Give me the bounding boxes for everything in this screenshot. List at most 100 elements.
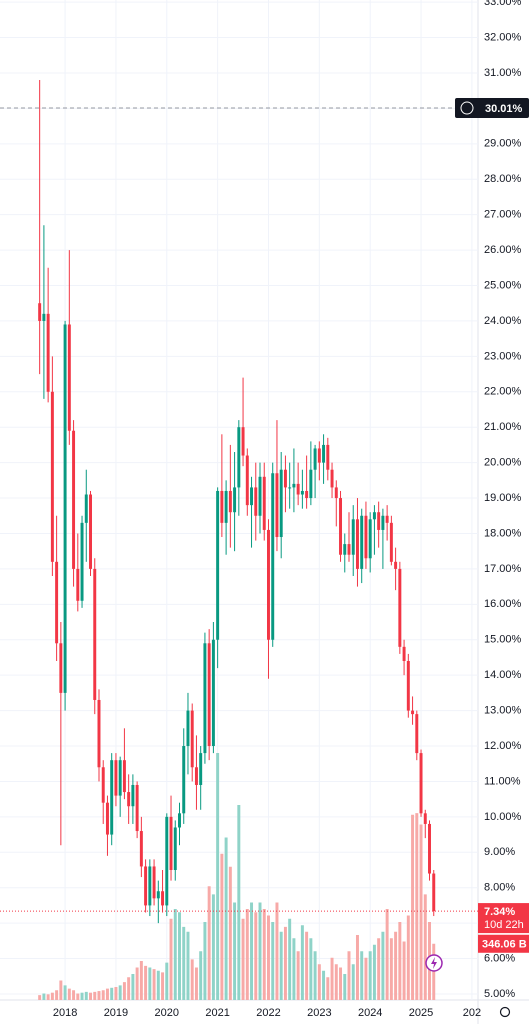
y-tick-label: 26.00% [484,244,522,256]
volume-bar [161,972,165,1000]
candle-body [135,784,139,832]
volume-bar [330,957,334,1000]
y-tick-label: 12.00% [484,740,522,752]
volume-bar [131,974,135,1000]
y-tick-label: 25.00% [484,279,522,291]
candle-layer [38,80,436,924]
candle-body [237,427,241,488]
candle-body [84,494,88,523]
y-tick-label: 33.00% [484,0,522,8]
volume-bar [67,988,71,1000]
candle-body [313,448,317,470]
volume-bar [156,970,160,1000]
candle-body [165,816,169,906]
volume-label: 346.06 B [482,939,527,951]
volume-bar [415,813,419,1000]
volume-bar [89,992,92,1000]
candle-body [220,490,224,523]
candle-body [250,487,254,506]
candle-body [199,753,203,785]
volume-bar [326,977,330,1000]
y-tick-label: 8.00% [484,882,515,894]
volume-bar [76,993,80,1000]
candle-body [97,699,101,768]
candle-body [377,512,381,530]
y-tick-label: 10.00% [484,811,522,823]
volume-bar [394,931,398,1000]
settings-icon[interactable] [499,1006,511,1018]
volume-bar [339,967,343,1000]
candle-body [296,483,300,495]
volume-bar [313,951,317,1000]
candle-body [419,753,423,814]
volume-bar [105,988,109,1000]
volume-bar [46,994,50,1000]
y-tick-label: 32.00% [484,31,522,43]
volume-bar [377,938,381,1000]
volume-bar [194,967,198,1000]
candle-body [152,866,156,899]
candle-body [406,660,410,711]
volume-bar [122,982,126,1000]
candle-body [360,515,364,569]
volume-bar [144,965,148,1000]
candle-body [326,444,330,470]
x-tick-label: 2024 [358,1007,382,1019]
volume-bar [173,909,177,1000]
volume-bar [300,925,304,1000]
x-tick-label: 2022 [256,1007,280,1019]
volume-bar [216,753,220,1000]
volume-bar [389,938,393,1000]
y-tick-label: 31.00% [484,67,522,79]
volume-layer [38,753,436,1000]
candle-body [411,710,415,715]
candle-body [368,519,372,559]
y-tick-label: 18.00% [484,527,522,539]
volume-bar [351,964,355,1000]
volume-bar [271,922,275,1000]
crosshair-label-bg [455,98,529,119]
candle-body [389,522,393,562]
candle-body [80,522,84,601]
candle-body [300,490,304,495]
candle-body [330,469,334,488]
volume-bar [190,959,194,1000]
candle-body [279,469,283,538]
volume-bar [63,985,67,1000]
candle-body [347,544,351,555]
volume-bar [55,990,59,1000]
volume-bar [279,931,283,1000]
volume-bar [309,938,313,1000]
candle-body [423,813,427,824]
candle-body [216,490,220,640]
candle-body [110,760,114,835]
candle-body [144,866,148,906]
volume-bar [59,980,63,1000]
candle-body [186,710,190,747]
volume-bar [245,909,249,1000]
volume-bar [343,974,347,1000]
volume-bar [398,922,402,1000]
candle-body [89,494,92,569]
volume-bar [364,957,368,1000]
y-tick-label: 21.00% [484,421,522,433]
candle-body [173,827,177,870]
volume-bar [419,824,423,1000]
candle-body [258,476,262,516]
candle-body [334,487,338,499]
volume-bar [381,931,385,1000]
volume-bar [355,935,359,1000]
volume-bar [101,990,105,1000]
y-tick-label: 16.00% [484,598,522,610]
candle-body [46,313,50,392]
x-tick-label: 2023 [307,1007,331,1019]
volume-bar [186,931,190,1000]
x-tick-label: 2021 [205,1007,229,1019]
volume-bar [406,915,410,1000]
volume-bar [292,938,296,1000]
candle-body [211,639,215,747]
candle-body [55,561,59,644]
y-tick-label: 24.00% [484,315,522,327]
candle-body [309,469,313,499]
volume-bar [322,970,326,1000]
